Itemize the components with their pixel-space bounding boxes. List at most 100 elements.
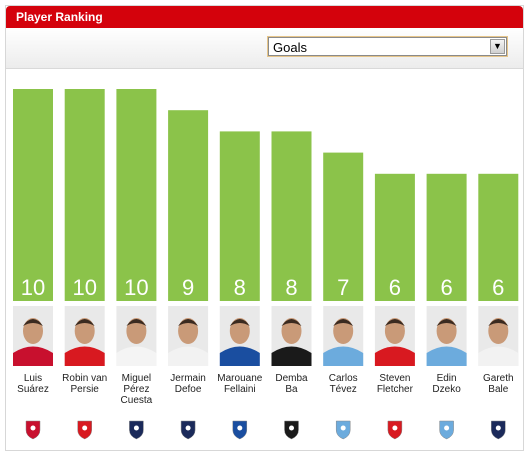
player-shirt <box>13 346 53 366</box>
player-shirt <box>219 346 260 366</box>
player-column[interactable]: 10 Miguel Pérez Cuesta <box>116 89 157 440</box>
player-column[interactable]: 7 Carlos Tévez <box>323 152 364 440</box>
player-name: Luis Suárez <box>17 373 49 395</box>
tottenham-crest-icon <box>491 420 506 440</box>
crest-emblem <box>495 425 501 431</box>
player-name: Edin Dzeko <box>432 373 461 395</box>
player-photo <box>168 306 209 366</box>
player-face <box>436 318 457 344</box>
widget-header: Player Ranking <box>6 6 523 28</box>
player-photo <box>13 306 53 366</box>
player-hair <box>126 319 147 326</box>
player-column[interactable]: 6 Steven Fletcher <box>374 173 415 440</box>
crest-emblem <box>185 425 191 431</box>
player-hair <box>281 319 302 326</box>
player-name: Carlos Tévez <box>329 373 358 395</box>
player-column[interactable]: 9 Jermain Defoe <box>168 110 209 440</box>
data-label: 10 <box>124 275 148 300</box>
bar[interactable] <box>168 110 209 301</box>
player-shirt <box>168 346 209 366</box>
player-name: Robin van Persie <box>62 373 107 395</box>
data-label: 10 <box>72 275 96 300</box>
player-hair <box>488 319 509 326</box>
player-shirt <box>478 346 519 366</box>
player-face <box>23 318 43 344</box>
player-column[interactable]: 10 Luis Suárez <box>13 89 53 440</box>
sunderland-crest-icon <box>387 420 403 440</box>
player-hair <box>384 319 405 326</box>
crest-emblem <box>289 425 294 431</box>
player-photo <box>219 306 260 366</box>
player-name: Jermain Defoe <box>170 373 206 395</box>
data-label: 6 <box>492 275 504 300</box>
player-face <box>178 318 199 344</box>
bar[interactable] <box>374 173 415 301</box>
player-shirt <box>116 346 157 366</box>
bar[interactable] <box>219 131 260 301</box>
crest-emblem <box>133 425 139 431</box>
player-hair <box>74 319 95 326</box>
player-name: Marouane Fellaini <box>217 373 262 395</box>
bar[interactable] <box>116 89 157 301</box>
player-column[interactable]: 8 Demba Ba <box>271 131 312 440</box>
everton-crest-icon <box>232 420 248 440</box>
player-name: Steven Fletcher <box>377 373 414 395</box>
data-label: 10 <box>21 275 45 300</box>
player-shirt <box>271 346 312 366</box>
data-label: 9 <box>182 275 194 300</box>
player-column[interactable]: 10 Robin van Persie <box>62 89 107 440</box>
manchester-city-crest-icon <box>439 420 454 440</box>
data-label: 6 <box>389 275 401 300</box>
player-photo <box>374 306 415 366</box>
bar[interactable] <box>323 152 364 301</box>
chevron-down-icon[interactable]: ▼ <box>490 39 505 54</box>
player-name: Gareth Bale <box>483 373 514 395</box>
player-face <box>229 318 250 344</box>
player-photo <box>116 306 157 366</box>
player-ranking-chart: 10 Luis Suárez 10 Robin van Persie 10 Miguel Pér… <box>13 89 519 440</box>
data-label: 6 <box>440 275 452 300</box>
player-hair <box>23 319 43 326</box>
player-column[interactable]: 6 Edin Dzeko <box>426 173 467 440</box>
player-photo <box>478 306 519 366</box>
data-label: 8 <box>234 275 246 300</box>
player-shirt <box>426 346 467 366</box>
player-face <box>488 318 509 344</box>
data-label: 7 <box>337 275 349 300</box>
player-name: Demba Ba <box>275 373 308 395</box>
player-shirt <box>64 346 105 366</box>
player-shirt <box>374 346 415 366</box>
player-photo <box>426 306 467 366</box>
player-column[interactable]: 6 Gareth Bale <box>478 173 519 440</box>
bar[interactable] <box>478 173 519 301</box>
player-face <box>281 318 302 344</box>
player-face <box>74 318 95 344</box>
player-shirt <box>323 346 364 366</box>
player-column[interactable]: 8 Marouane Fellaini <box>217 131 263 440</box>
player-photo <box>271 306 312 366</box>
manchester-city-crest-icon <box>335 420 351 440</box>
crest-emblem <box>340 425 346 431</box>
widget-title: Player Ranking <box>16 10 103 24</box>
player-photo <box>64 306 105 366</box>
player-face <box>384 318 405 344</box>
crest-emblem <box>237 425 243 431</box>
player-hair <box>229 319 250 326</box>
bar[interactable] <box>64 89 105 301</box>
player-face <box>126 318 147 344</box>
bar[interactable] <box>426 173 467 301</box>
tottenham-crest-icon <box>180 420 196 440</box>
metric-select[interactable]: Goals ▼ <box>268 37 507 56</box>
crest-emblem <box>82 425 88 431</box>
player-photo <box>323 306 364 366</box>
swansea-crest-icon <box>129 420 144 440</box>
player-hair <box>436 319 457 326</box>
crest-emblem <box>444 425 450 431</box>
bar[interactable] <box>13 89 53 301</box>
newcastle-crest-icon <box>284 420 299 440</box>
player-face <box>333 318 354 344</box>
player-hair <box>178 319 199 326</box>
bar[interactable] <box>271 131 312 301</box>
crest-emblem <box>392 425 398 431</box>
metric-select-value: Goals <box>273 40 307 55</box>
